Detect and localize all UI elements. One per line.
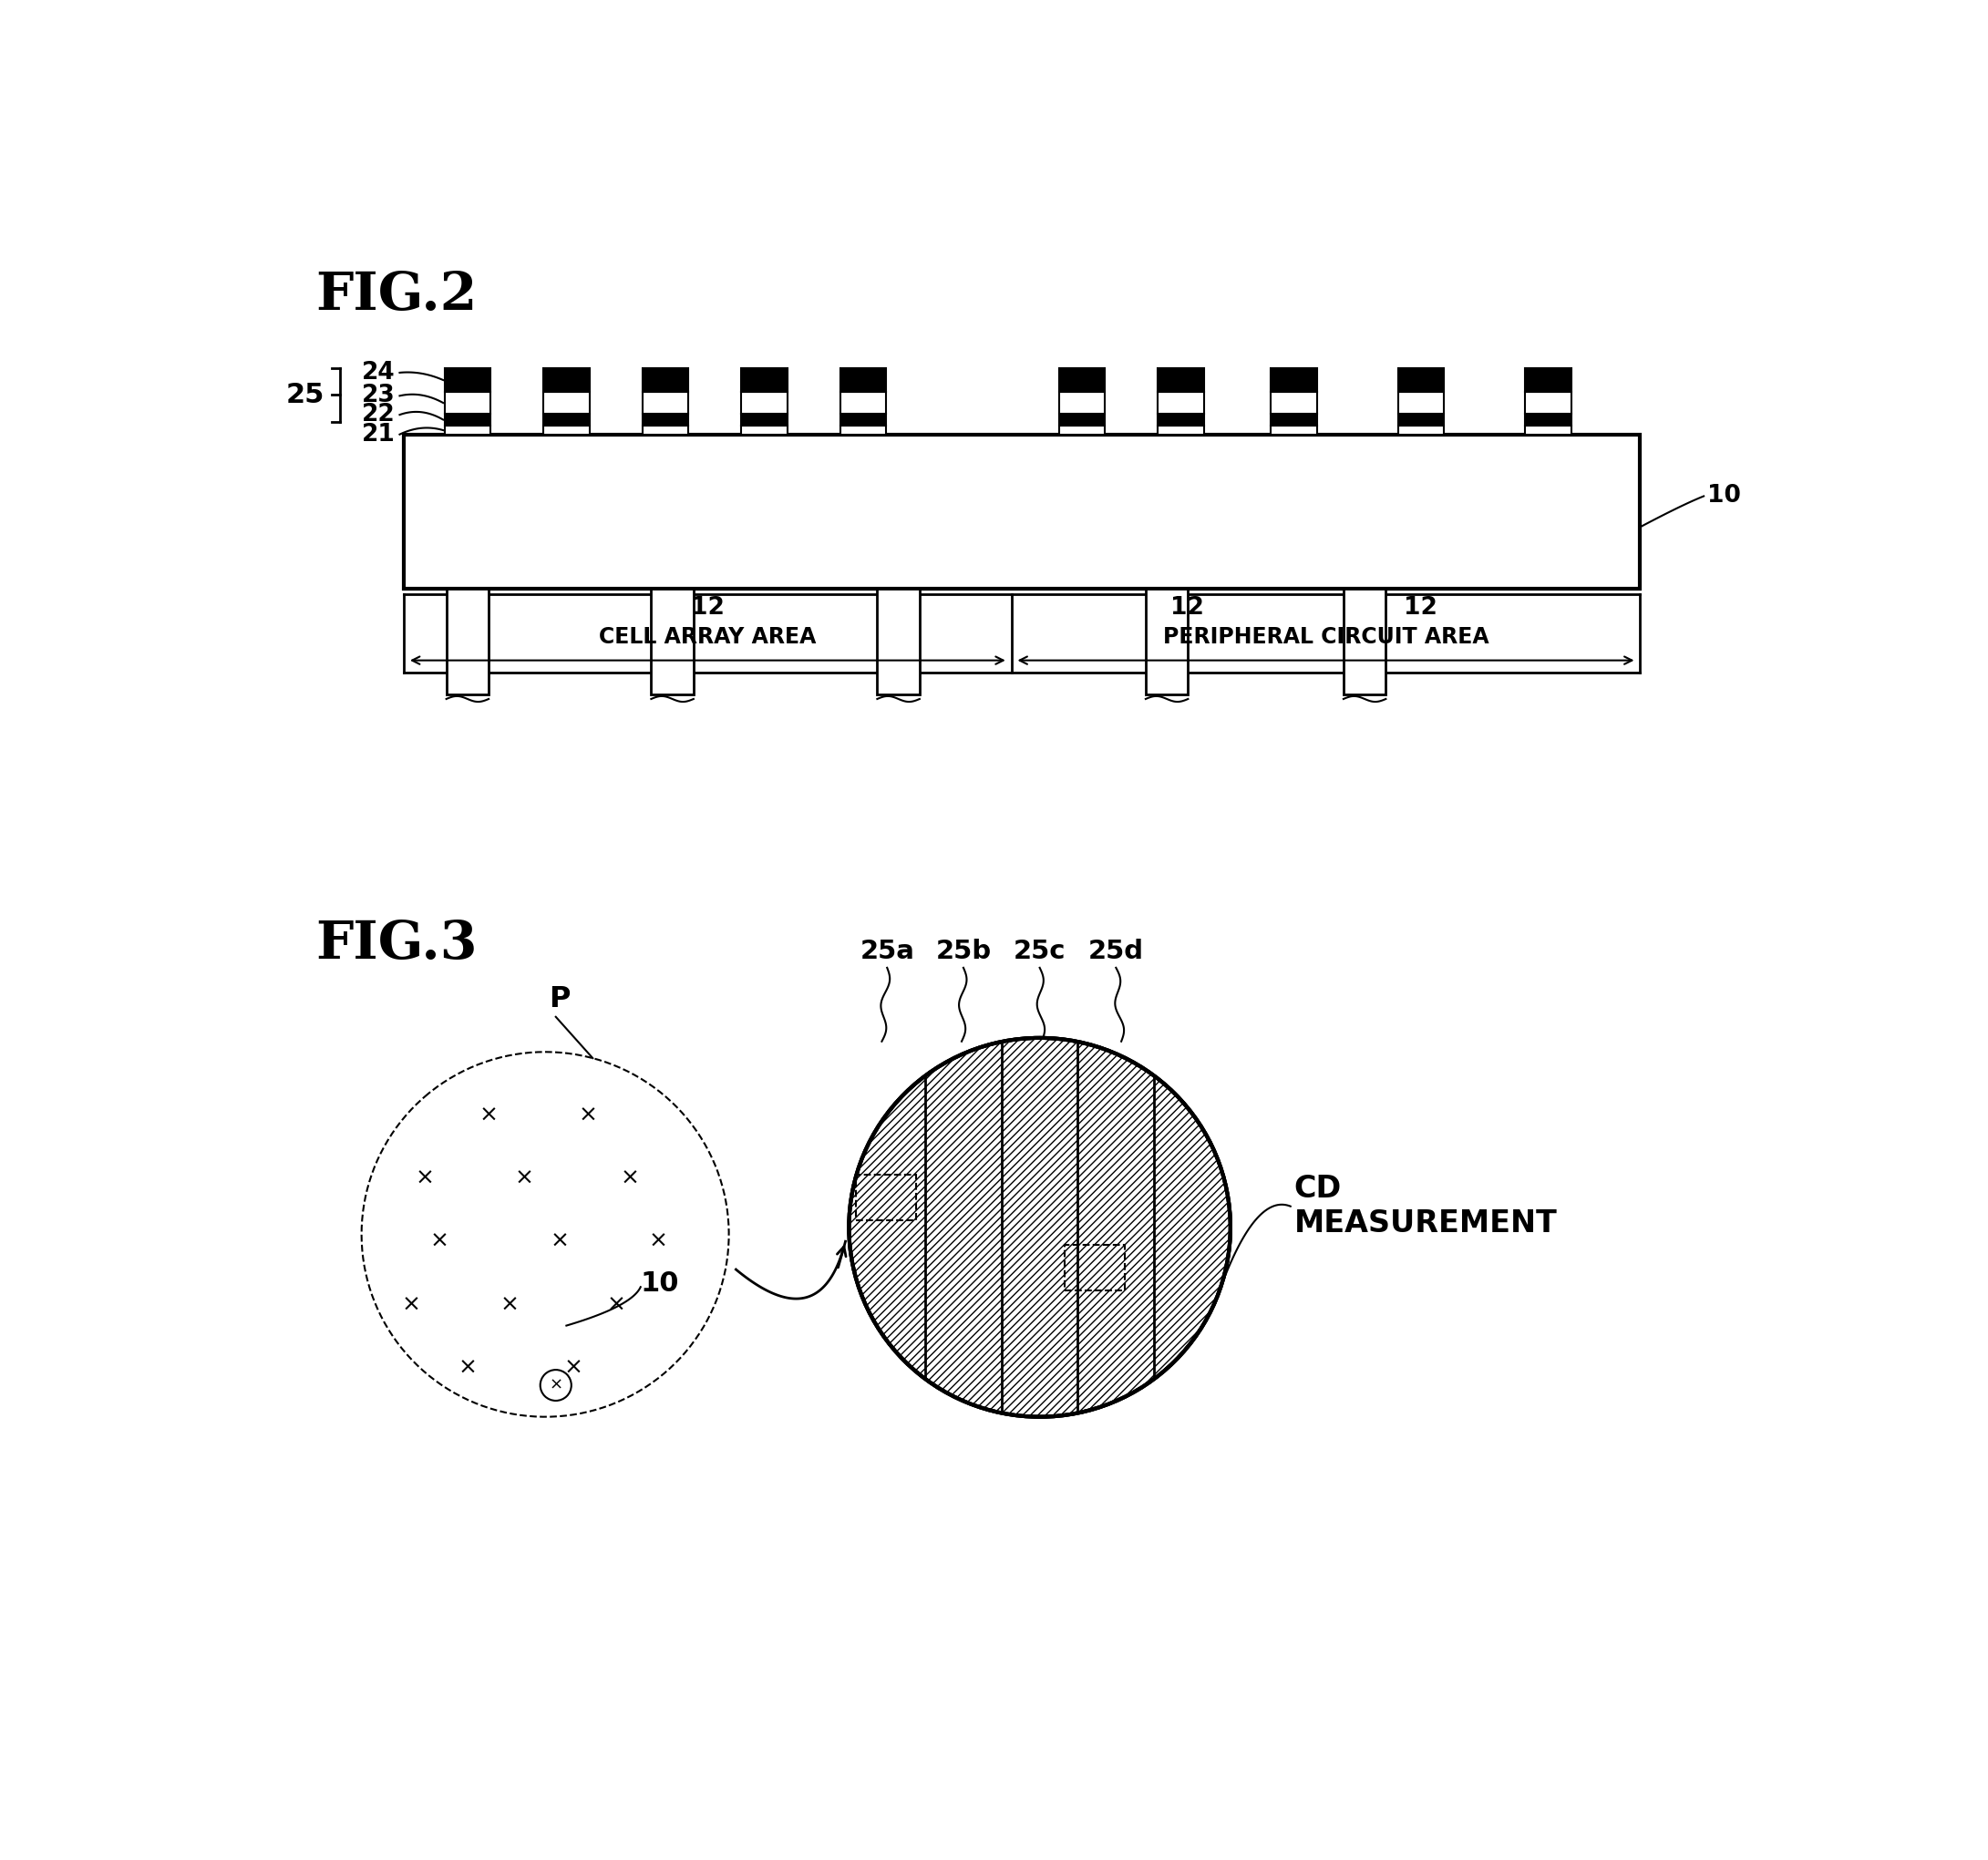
Bar [742,392,787,413]
Text: ×: × [565,1356,582,1378]
Text: 10: 10 [1708,484,1741,508]
Bar [445,392,491,413]
Bar [642,392,688,413]
Bar [1159,426,1205,435]
Text: 12: 12 [692,595,724,619]
Bar [841,426,887,435]
Bar [652,590,694,694]
Bar [1060,368,1105,392]
Bar [1060,392,1105,413]
Text: ×: × [648,1231,668,1252]
Text: 12: 12 [1171,595,1205,619]
Text: 25a: 25a [861,939,914,963]
Text: 24: 24 [362,361,396,385]
Bar [1159,413,1205,426]
Bar [642,368,688,392]
Bar [1060,426,1105,435]
Text: ×: × [415,1168,435,1189]
Bar [445,426,491,435]
Bar [1270,426,1316,435]
Text: CELL ARRAY AREA: CELL ARRAY AREA [598,627,817,647]
Text: 12: 12 [1404,595,1437,619]
Bar [445,590,489,694]
Bar [445,413,491,426]
Text: ×: × [479,1105,499,1125]
Bar [1525,413,1571,426]
Bar [543,413,588,426]
Bar [841,392,887,413]
Text: ×: × [457,1356,477,1378]
Text: 23: 23 [362,383,396,407]
Bar [1344,590,1386,694]
Bar [742,426,787,435]
Text: ×: × [549,1376,563,1393]
Bar [877,590,920,694]
Text: ×: × [429,1231,449,1252]
Bar [543,392,588,413]
Bar [742,368,787,392]
Bar [404,435,1640,590]
Bar [1270,392,1316,413]
Bar [1398,413,1443,426]
Bar [841,368,887,392]
Text: 25d: 25d [1087,939,1143,963]
Bar [857,1176,916,1220]
Bar [1270,368,1316,392]
Text: 25b: 25b [936,939,992,963]
Bar [1064,1244,1125,1291]
Bar [1398,426,1443,435]
Text: ×: × [515,1168,533,1189]
Text: P: P [549,986,571,1014]
Text: FIG.2: FIG.2 [316,270,477,320]
Bar [1270,413,1316,426]
Bar [1159,392,1205,413]
Text: FIG.3: FIG.3 [316,919,477,969]
Bar [1398,368,1443,392]
Bar [543,368,588,392]
Text: ×: × [606,1293,626,1315]
Circle shape [849,1038,1231,1417]
Text: 10: 10 [640,1270,680,1296]
Bar [1525,368,1571,392]
Text: ×: × [551,1231,569,1252]
Bar [1525,426,1571,435]
Bar [445,368,491,392]
Bar [1525,392,1571,413]
Bar [543,426,588,435]
Text: ×: × [402,1293,421,1315]
Bar [642,413,688,426]
Bar [1145,590,1189,694]
Text: MEASUREMENT: MEASUREMENT [1294,1209,1557,1239]
Text: ×: × [579,1105,596,1125]
Text: 21: 21 [362,422,396,446]
Text: 22: 22 [362,404,396,426]
Text: PERIPHERAL CIRCUIT AREA: PERIPHERAL CIRCUIT AREA [1163,627,1489,647]
Bar [1398,392,1443,413]
Text: CD: CD [1294,1174,1342,1203]
Text: 25: 25 [286,381,324,407]
Bar [1159,368,1205,392]
Bar [1060,413,1105,426]
Text: 25c: 25c [1014,939,1066,963]
Text: ×: × [501,1293,519,1315]
Bar [841,413,887,426]
Text: ×: × [620,1168,640,1189]
Bar [642,426,688,435]
Bar [742,413,787,426]
